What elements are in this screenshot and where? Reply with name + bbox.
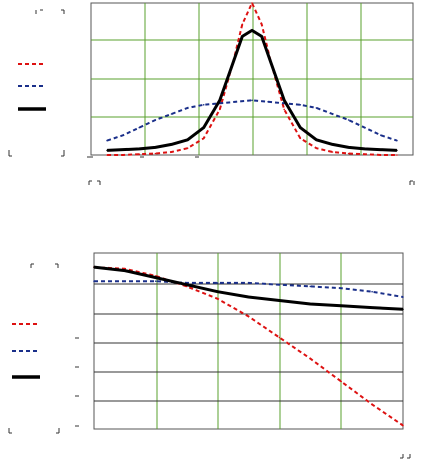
chart-1-series-0-point-20 — [396, 154, 398, 156]
chart-1-series-0-point-17 — [347, 152, 350, 155]
chart-2-series-2-point-4 — [216, 290, 219, 293]
chart-1-series-2-point-2 — [154, 146, 157, 149]
chart-1-series-0-point-18 — [363, 153, 366, 155]
chart-1-series-1-point-2 — [138, 126, 141, 129]
chart-2 — [8, 252, 411, 459]
chart-2-series-0-point-7 — [309, 357, 312, 360]
chart-1-series-1-point-9 — [251, 99, 253, 102]
chart-1-series-2-point-10 — [260, 35, 263, 38]
chart-1-series-1-point-0 — [106, 139, 108, 142]
chart-1-series-0-point-15 — [315, 147, 318, 149]
chart-2-series-2-point-1 — [124, 269, 126, 272]
chart-2-tick-marks — [8, 263, 411, 459]
chart-2-series-2-point-3 — [185, 283, 188, 286]
chart-1-series-0-point-1 — [122, 154, 124, 156]
chart-1-series-2-point-17 — [363, 148, 366, 150]
chart-1-series-2-point-1 — [138, 148, 141, 150]
chart-1-series-2-point-3 — [170, 143, 173, 146]
chart-1-series-1-point-16 — [363, 126, 366, 129]
chart-2-series-2-point-9 — [371, 306, 373, 309]
chart-2-series-1-point-10 — [402, 296, 404, 298]
chart-2-grid — [94, 253, 403, 429]
chart-1-series-1-point-12 — [299, 104, 302, 106]
chart-1-series-0-point-9 — [241, 23, 244, 26]
chart-1-series-0-line — [107, 2, 397, 156]
chart-2-series-0-point-9 — [371, 403, 373, 406]
chart-1-series-2-point-14 — [315, 139, 318, 141]
chart-1-series-2-point-7 — [231, 63, 234, 65]
chart-1-series-1-point-6 — [202, 104, 205, 106]
chart-2-series-0-point-10 — [402, 424, 404, 427]
chart-2-series-1-point-9 — [371, 290, 373, 293]
chart-2-series-2-point-0 — [93, 266, 95, 268]
chart-1-series-0-point-0 — [106, 154, 108, 156]
chart-1-series-1-point-3 — [154, 119, 157, 121]
chart-2-series-1-point-5 — [247, 282, 250, 284]
chart-1-series-0-point-7 — [219, 108, 221, 111]
chart-2-series-2-point-7 — [309, 303, 312, 305]
chart-1-series-2-point-18 — [396, 149, 398, 152]
chart-1-series — [106, 2, 398, 156]
chart-2-series-1-point-1 — [124, 280, 126, 283]
chart-1-series-0-point-4 — [170, 151, 173, 153]
chart-1-series-1-point-15 — [347, 119, 350, 121]
chart-1-series-0-point-16 — [331, 151, 334, 153]
chart-1-series-0-point-6 — [202, 137, 205, 140]
chart-2-series-0-point-8 — [340, 380, 343, 383]
chart-1-series-0-point-10 — [251, 2, 253, 4]
chart-1-series-0-point-11 — [260, 23, 263, 26]
chart-1-series-1-point-18 — [396, 139, 398, 142]
chart-1-series-0-point-3 — [154, 152, 157, 155]
chart-1-series-0-point-19 — [380, 154, 382, 156]
chart-2-series-1-point-0 — [93, 280, 95, 283]
chart-2-series-0-point-4 — [216, 298, 219, 300]
chart-2-series-2-point-10 — [402, 308, 404, 311]
chart-1 — [8, 2, 415, 185]
chart-2-series-0-point-5 — [247, 315, 250, 318]
chart-1-series-1-point-1 — [122, 134, 124, 136]
chart-1-series-1-point-10 — [267, 101, 269, 103]
chart-1-series-1-point-13 — [315, 107, 318, 109]
chart-2-series-0-point-6 — [278, 336, 281, 339]
chart-1-series-1-point-4 — [170, 113, 173, 115]
chart-2-series-1-point-2 — [155, 280, 157, 283]
chart-1-series-1-point-17 — [380, 134, 382, 136]
chart-1-series-1-point-14 — [331, 113, 334, 115]
chart-1-series-0-point-2 — [138, 153, 141, 155]
chart-1-series-2-point-0 — [106, 149, 108, 152]
chart-2-series-2-point-2 — [155, 276, 157, 279]
chart-1-series-2-point-9 — [251, 29, 253, 32]
chart-1-series-2-point-8 — [241, 35, 244, 38]
chart-1-series-2-point-4 — [186, 139, 189, 141]
chart-1-series-1-point-5 — [186, 107, 189, 109]
chart-2-series-1-point-7 — [309, 285, 312, 288]
chart-2-series-1-point-6 — [278, 283, 281, 286]
chart-1-series-2-point-13 — [299, 126, 302, 129]
chart-1-series-0-point-13 — [283, 108, 286, 111]
chart-1-series-2-point-11 — [270, 63, 273, 65]
chart-1-series-2-point-16 — [347, 146, 350, 149]
chart-1-series-2-point-15 — [331, 143, 334, 146]
chart-2-series — [93, 265, 404, 427]
chart-1-tick-marks — [8, 9, 415, 185]
chart-1-series-0-point-5 — [186, 147, 189, 149]
chart-2-plot-area — [93, 252, 404, 430]
chart-1-grid — [91, 3, 413, 155]
chart-2-series-2-point-5 — [247, 296, 250, 298]
chart-2-series-1-point-4 — [216, 282, 219, 284]
chart-1-series-1-point-8 — [235, 101, 237, 103]
chart-1-series-0-point-14 — [299, 137, 302, 140]
chart-2-series-2-point-6 — [278, 299, 281, 302]
chart-2-series-2-point-8 — [340, 305, 343, 307]
chart-1-series-2-point-5 — [202, 126, 205, 129]
chart-2-series-1-point-8 — [340, 287, 343, 290]
chart-1-series-2-point-12 — [283, 99, 286, 102]
chart-1-series-2-point-6 — [219, 99, 221, 102]
